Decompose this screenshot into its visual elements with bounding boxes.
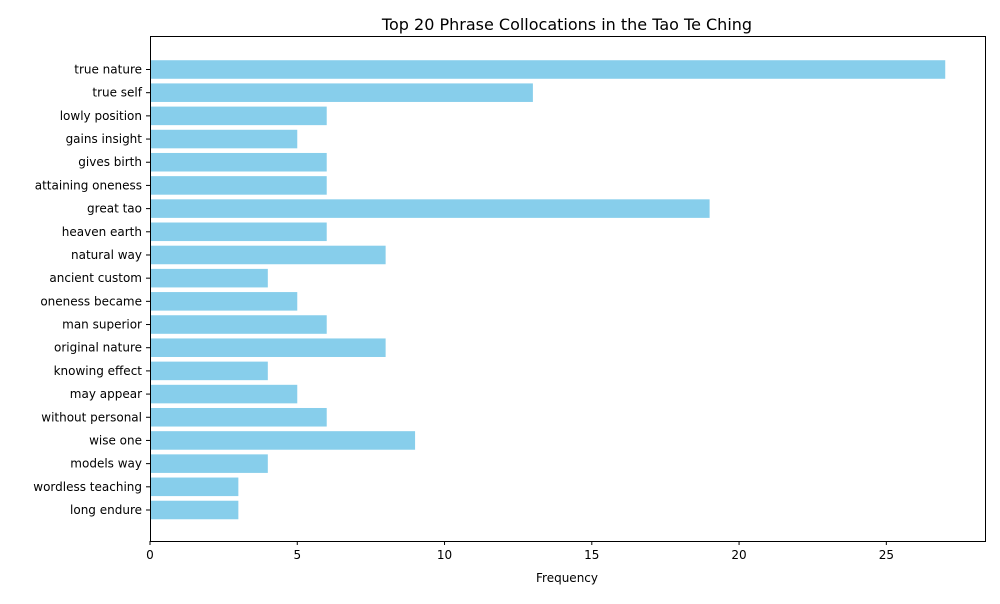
y-tick-label: attaining oneness — [35, 178, 142, 192]
bar — [150, 176, 327, 195]
y-tick-label: ancient custom — [49, 271, 142, 285]
x-tick-label: 25 — [879, 548, 894, 562]
y-tick-label: knowing effect — [54, 364, 143, 378]
y-tick-label: may appear — [70, 387, 142, 401]
bar — [150, 454, 268, 473]
bar — [150, 83, 533, 102]
x-axis-ticks: 0 5 10 15 20 25 — [146, 541, 894, 562]
bar — [150, 500, 239, 520]
bar — [150, 106, 327, 126]
y-tick-label: without personal — [41, 410, 142, 424]
y-tick-label: gains insight — [66, 132, 143, 146]
x-tick-label: 5 — [293, 548, 301, 562]
bar — [150, 152, 327, 172]
y-tick-label: true self — [92, 86, 142, 100]
plot-frame — [150, 36, 986, 542]
x-tick-label: 0 — [146, 548, 154, 562]
bar — [150, 60, 946, 79]
bar — [150, 222, 327, 242]
y-tick-label: long endure — [70, 503, 142, 517]
bar — [150, 129, 298, 149]
bar — [150, 268, 268, 288]
x-axis-label: Frequency — [536, 571, 598, 585]
y-tick-label: heaven earth — [62, 225, 142, 239]
y-tick-label: original nature — [54, 341, 142, 355]
y-tick-label: lowly position — [60, 109, 142, 123]
bar — [150, 199, 710, 218]
y-tick-label: gives birth — [78, 155, 142, 169]
y-tick-label: wise one — [89, 433, 142, 447]
bar — [150, 384, 298, 404]
bar — [150, 477, 239, 497]
y-tick-label: true nature — [74, 63, 142, 77]
bar — [150, 361, 268, 381]
chart-title: Top 20 Phrase Collocations in the Tao Te… — [381, 15, 752, 34]
bar — [150, 315, 327, 334]
y-tick-label: models way — [70, 457, 142, 471]
y-tick-label: oneness became — [40, 294, 142, 308]
bar — [150, 292, 298, 311]
bar — [150, 407, 327, 427]
y-tick-label: man superior — [62, 318, 142, 332]
y-tick-label: natural way — [71, 248, 142, 262]
bars-group — [150, 60, 946, 520]
x-tick-label: 10 — [437, 548, 452, 562]
x-tick-label: 20 — [731, 548, 746, 562]
bar — [150, 431, 416, 450]
y-axis-ticks: true nature true self lowly position gains … — [33, 63, 150, 517]
bar — [150, 245, 386, 265]
y-tick-label: great tao — [87, 202, 142, 216]
bar — [150, 338, 386, 357]
x-tick-label: 15 — [584, 548, 599, 562]
y-tick-label: wordless teaching — [33, 480, 142, 494]
